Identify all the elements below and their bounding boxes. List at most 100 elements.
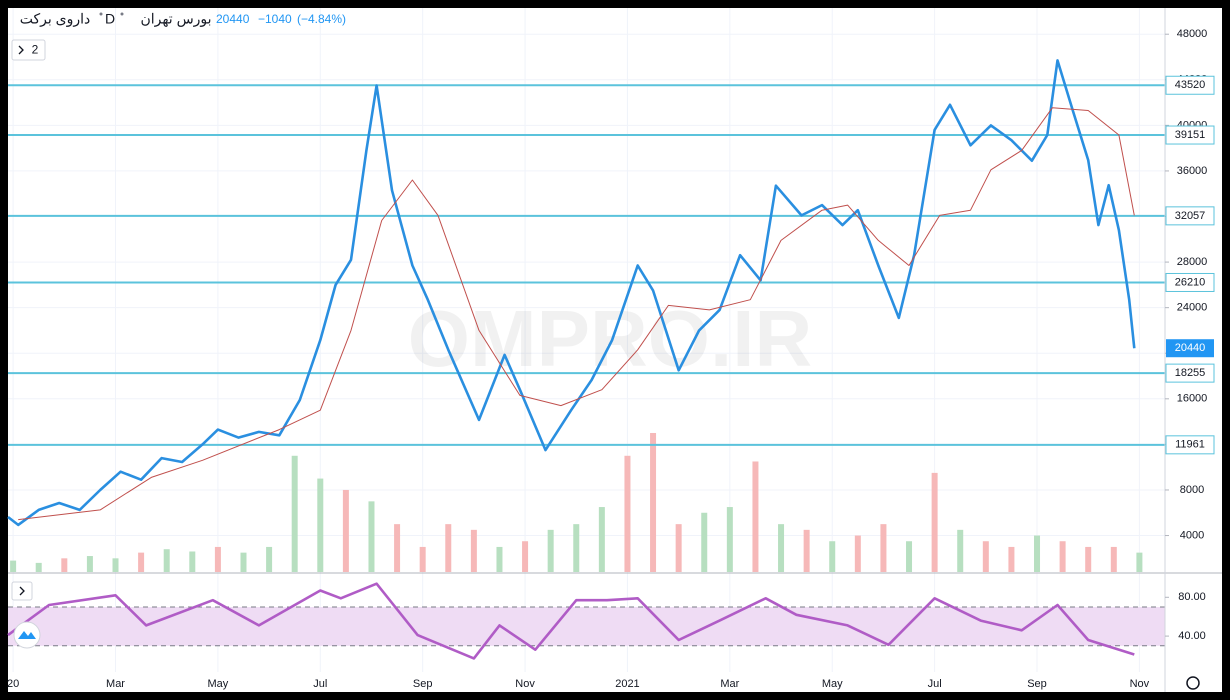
volume-bar [906, 541, 913, 572]
last-price-box [1166, 339, 1214, 358]
x-tick-label: 20 [7, 678, 19, 690]
level-label-box [1165, 435, 1215, 455]
volume-bar [1008, 546, 1015, 572]
price-line [18, 107, 1135, 521]
button-box[interactable] [11, 39, 46, 61]
x-tick-label: Sep [413, 678, 433, 690]
volume-bar [291, 455, 298, 572]
volume-bar [650, 432, 657, 572]
button-box[interactable] [11, 581, 33, 601]
volume-bar [1085, 546, 1092, 572]
rsi-toggle[interactable] [11, 581, 33, 601]
x-tick-label: Nov [515, 678, 535, 690]
level-label-box [1165, 363, 1215, 383]
volume-bar [829, 541, 836, 572]
watermark: OMPRO.IR [408, 294, 812, 383]
y-tick-label: 40.00 [1178, 630, 1206, 642]
price-change: −1040 [258, 12, 292, 26]
volume-bar [803, 529, 810, 572]
volume-bar [138, 552, 145, 572]
volume-bar [624, 455, 631, 572]
volume-bar [240, 552, 247, 572]
level-label-box [1165, 75, 1215, 95]
volume-bar [1034, 535, 1041, 572]
volume-bar [982, 541, 989, 572]
y-tick-label: 8000 [1180, 484, 1204, 496]
volume-bar [1110, 546, 1117, 572]
chevron-icon [19, 586, 25, 596]
volume-bar [317, 478, 324, 572]
level-label: 32057 [1175, 210, 1206, 222]
level-label: 18255 [1175, 367, 1206, 379]
exchange: بورس تهران [140, 11, 211, 28]
x-tick-label: May [822, 678, 843, 690]
volume-bar [112, 558, 119, 572]
level-label: 39151 [1175, 129, 1206, 141]
volume-bar [35, 562, 42, 572]
volume-bar [163, 549, 170, 572]
chevron-icon [18, 45, 24, 55]
volume-bar [419, 546, 426, 572]
button-label[interactable]: 2 [32, 43, 39, 57]
settings-icon[interactable] [1186, 676, 1200, 690]
x-tick-label: Mar [106, 678, 125, 690]
interval[interactable]: D [105, 11, 115, 27]
symbol-name: داروی برکت [20, 11, 91, 28]
level-label: 26210 [1175, 276, 1206, 288]
volume-bar [394, 524, 401, 572]
volume-bar [931, 472, 938, 572]
x-tick-label: Jul [313, 678, 327, 690]
volume-bar [496, 546, 503, 572]
y-tick-label: 48000 [1177, 28, 1208, 40]
y-tick-label: 16000 [1177, 393, 1208, 405]
price-change-percent: (−4.84%) [297, 12, 346, 26]
x-tick-label: 2021 [615, 678, 639, 690]
volume-bar [598, 507, 605, 572]
volume-bar [675, 524, 682, 572]
volume-bar [86, 556, 93, 572]
volume-bar [1136, 552, 1143, 572]
price-line [7, 582, 1135, 660]
y-tick-label: 28000 [1177, 256, 1208, 268]
volume-bar [470, 529, 477, 572]
y-tick-label: 36000 [1177, 165, 1208, 177]
volume-bar [61, 558, 68, 572]
volume-bar [573, 524, 580, 572]
last-price: 20440 [216, 12, 250, 26]
volume-bar [854, 535, 861, 572]
x-tick-label: Jul [928, 678, 942, 690]
volume-bar [726, 507, 733, 572]
level-label-box [1165, 125, 1215, 145]
level-label: 43520 [1175, 79, 1206, 91]
volume-bar [547, 529, 554, 572]
volume-bar [880, 524, 887, 572]
level-label-box [1165, 206, 1215, 226]
volume-bar [368, 501, 375, 572]
chart-background [8, 8, 1222, 692]
last-price-label: 20440 [1175, 342, 1206, 354]
level-label: 11961 [1175, 439, 1205, 451]
x-tick-label: Nov [1130, 678, 1150, 690]
volume-bar [266, 546, 273, 572]
level-label-box [1165, 272, 1215, 292]
collapse-button[interactable]: 2 [11, 39, 46, 61]
separator-dot [99, 12, 103, 16]
y-tick-label: 80.00 [1178, 591, 1206, 603]
volume-bar [752, 461, 759, 572]
volume-bar [957, 529, 964, 572]
y-tick-label: 24000 [1177, 302, 1208, 314]
volume-bar [10, 560, 17, 572]
rsi-band [8, 606, 1165, 646]
x-tick-label: Mar [720, 678, 739, 690]
volume-bar [342, 489, 349, 572]
volume-bar [701, 512, 708, 572]
x-tick-label: Sep [1027, 678, 1047, 690]
volume-bar [214, 546, 221, 572]
volume-bar [1059, 541, 1066, 572]
volume-bar [445, 524, 452, 572]
volume-bar [522, 541, 529, 572]
separator-dot [120, 12, 124, 16]
volume-bar [778, 524, 785, 572]
volume-bar [189, 551, 196, 572]
